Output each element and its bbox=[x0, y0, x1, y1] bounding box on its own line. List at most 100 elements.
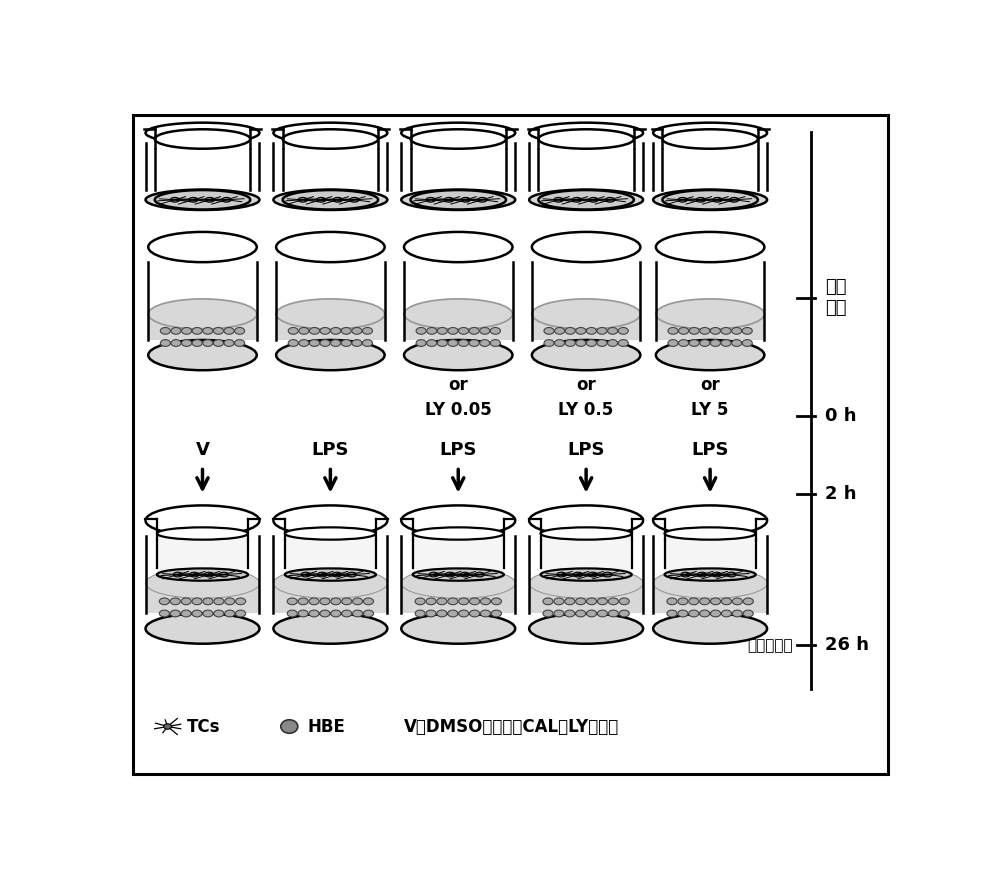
Ellipse shape bbox=[459, 339, 469, 346]
Ellipse shape bbox=[203, 327, 213, 334]
Ellipse shape bbox=[437, 327, 447, 334]
Polygon shape bbox=[656, 314, 764, 340]
Ellipse shape bbox=[309, 610, 319, 617]
Ellipse shape bbox=[732, 610, 742, 617]
Ellipse shape bbox=[653, 505, 767, 536]
Ellipse shape bbox=[411, 190, 506, 210]
Text: V：DMSO，为溶解CAL和LY的溶剂: V：DMSO，为溶解CAL和LY的溶剂 bbox=[404, 717, 619, 736]
Ellipse shape bbox=[603, 572, 612, 577]
Ellipse shape bbox=[273, 123, 387, 143]
Polygon shape bbox=[146, 521, 259, 629]
Ellipse shape bbox=[159, 598, 169, 605]
Polygon shape bbox=[404, 314, 512, 340]
Ellipse shape bbox=[160, 339, 170, 346]
Ellipse shape bbox=[146, 614, 259, 644]
Ellipse shape bbox=[544, 339, 554, 346]
Ellipse shape bbox=[333, 197, 342, 202]
Polygon shape bbox=[273, 583, 387, 614]
Ellipse shape bbox=[401, 614, 515, 644]
Ellipse shape bbox=[619, 610, 629, 617]
Ellipse shape bbox=[700, 610, 710, 617]
Ellipse shape bbox=[608, 327, 618, 334]
Ellipse shape bbox=[225, 610, 235, 617]
Ellipse shape bbox=[331, 598, 341, 605]
Ellipse shape bbox=[437, 598, 447, 605]
Ellipse shape bbox=[192, 598, 202, 605]
Ellipse shape bbox=[182, 327, 192, 334]
Ellipse shape bbox=[721, 598, 732, 605]
Ellipse shape bbox=[203, 610, 213, 617]
Polygon shape bbox=[665, 533, 756, 574]
Ellipse shape bbox=[170, 197, 179, 202]
Ellipse shape bbox=[529, 505, 643, 536]
Polygon shape bbox=[404, 247, 512, 355]
Ellipse shape bbox=[341, 327, 351, 334]
Ellipse shape bbox=[299, 339, 309, 346]
Polygon shape bbox=[653, 583, 767, 614]
Ellipse shape bbox=[222, 197, 231, 202]
Text: 0 h: 0 h bbox=[825, 407, 856, 424]
Ellipse shape bbox=[170, 598, 180, 605]
Ellipse shape bbox=[448, 610, 458, 617]
Ellipse shape bbox=[416, 327, 426, 334]
Text: LPS: LPS bbox=[312, 440, 349, 459]
Ellipse shape bbox=[480, 339, 490, 346]
Ellipse shape bbox=[415, 598, 425, 605]
Ellipse shape bbox=[236, 610, 246, 617]
Ellipse shape bbox=[192, 327, 202, 334]
Ellipse shape bbox=[444, 197, 454, 202]
Ellipse shape bbox=[576, 610, 586, 617]
Ellipse shape bbox=[363, 610, 374, 617]
Ellipse shape bbox=[697, 572, 707, 577]
Ellipse shape bbox=[555, 327, 565, 334]
Ellipse shape bbox=[727, 572, 736, 577]
Ellipse shape bbox=[404, 299, 512, 329]
Ellipse shape bbox=[353, 598, 363, 605]
Ellipse shape bbox=[678, 598, 688, 605]
Ellipse shape bbox=[529, 568, 643, 598]
Ellipse shape bbox=[362, 339, 373, 346]
Ellipse shape bbox=[192, 610, 202, 617]
Ellipse shape bbox=[203, 598, 213, 605]
Ellipse shape bbox=[608, 610, 618, 617]
Ellipse shape bbox=[363, 598, 374, 605]
Ellipse shape bbox=[656, 232, 764, 262]
Ellipse shape bbox=[219, 572, 228, 577]
Ellipse shape bbox=[710, 339, 720, 346]
Ellipse shape bbox=[181, 610, 191, 617]
Polygon shape bbox=[148, 247, 257, 355]
Ellipse shape bbox=[459, 610, 469, 617]
Ellipse shape bbox=[597, 339, 607, 346]
Ellipse shape bbox=[529, 123, 643, 143]
Ellipse shape bbox=[235, 327, 245, 334]
Ellipse shape bbox=[469, 327, 479, 334]
Ellipse shape bbox=[214, 610, 224, 617]
Ellipse shape bbox=[146, 505, 259, 536]
Text: 过夜
贴壁: 过夜 贴壁 bbox=[825, 278, 846, 317]
Ellipse shape bbox=[320, 327, 330, 334]
Ellipse shape bbox=[411, 129, 506, 149]
Ellipse shape bbox=[460, 572, 469, 577]
Ellipse shape bbox=[469, 339, 479, 346]
Polygon shape bbox=[273, 521, 387, 629]
Ellipse shape bbox=[710, 327, 720, 334]
Ellipse shape bbox=[320, 339, 330, 346]
Ellipse shape bbox=[681, 572, 690, 577]
Ellipse shape bbox=[332, 572, 342, 577]
Ellipse shape bbox=[203, 339, 213, 346]
Ellipse shape bbox=[331, 339, 341, 346]
Ellipse shape bbox=[608, 598, 618, 605]
Ellipse shape bbox=[404, 232, 512, 262]
Ellipse shape bbox=[401, 568, 515, 598]
Ellipse shape bbox=[341, 339, 351, 346]
Text: LPS: LPS bbox=[691, 440, 729, 459]
Ellipse shape bbox=[573, 572, 583, 577]
Polygon shape bbox=[146, 583, 259, 614]
Ellipse shape bbox=[429, 572, 438, 577]
Ellipse shape bbox=[586, 327, 596, 334]
Ellipse shape bbox=[415, 610, 425, 617]
Ellipse shape bbox=[342, 598, 352, 605]
Ellipse shape bbox=[225, 598, 235, 605]
Ellipse shape bbox=[171, 339, 181, 346]
Ellipse shape bbox=[538, 190, 634, 210]
